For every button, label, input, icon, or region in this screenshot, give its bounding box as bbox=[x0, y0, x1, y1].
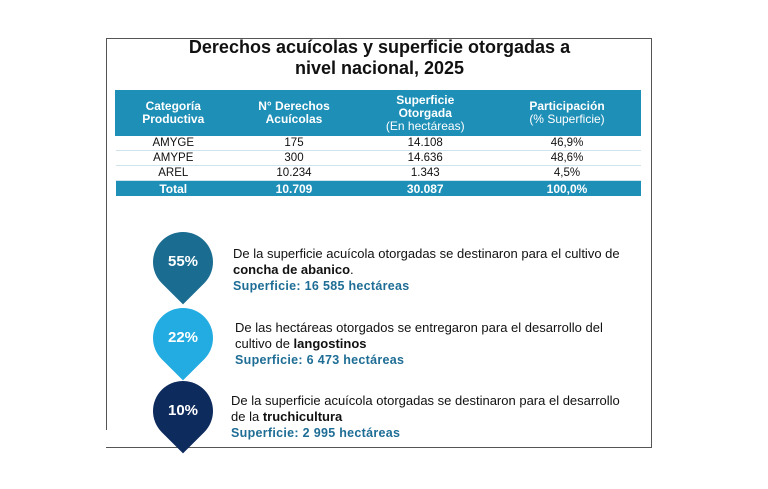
item-surface: Superficie: 16 585 hectáreas bbox=[233, 279, 410, 293]
header-surface: Superficie Otorgada (En hectáreas) bbox=[356, 90, 494, 136]
header-category-line1: Categoría bbox=[145, 99, 201, 113]
content-frame bbox=[106, 38, 652, 448]
cell-rights: 10.234 bbox=[231, 165, 357, 181]
cell-category: AREL bbox=[115, 165, 231, 181]
item-description: De las hectáreas otorgados se entregaron… bbox=[235, 320, 630, 368]
table-row: AREL 10.234 1.343 4,5% bbox=[115, 165, 641, 181]
header-share-line2: (% Superficie) bbox=[529, 112, 605, 126]
item-bold-text: truchicultura bbox=[262, 409, 343, 424]
cell-rights: 300 bbox=[231, 150, 357, 166]
title-line-2: nivel nacional, 2025 bbox=[294, 58, 465, 78]
header-category: Categoría Productiva bbox=[115, 90, 232, 136]
item-text: De las hectáreas otorgados se entregaron… bbox=[235, 320, 603, 351]
header-category-line2: Productiva bbox=[142, 112, 205, 126]
title-line-1: Derechos acuícolas y superficie otorgada… bbox=[188, 37, 571, 57]
cell-total-surface: 30.087 bbox=[357, 180, 494, 196]
table-row: AMYGE 175 14.108 46,9% bbox=[115, 135, 641, 151]
item-bold-text: concha de abanico bbox=[233, 262, 351, 277]
item-description: De la superficie acuícola otorgadas se d… bbox=[233, 246, 643, 294]
cell-total-share: 100,0% bbox=[493, 180, 641, 196]
page-title: Derechos acuícolas y superficie otorgada… bbox=[107, 37, 652, 79]
cell-share: 46,9% bbox=[493, 135, 641, 151]
header-share: Participación (% Superficie) bbox=[493, 90, 641, 136]
table-total-row: Total 10.709 30.087 100,0% bbox=[115, 180, 641, 196]
header-surface-line2: Otorgada bbox=[398, 105, 452, 120]
rights-table: Categoría Productiva N° Derechos Acuícol… bbox=[115, 90, 641, 196]
percent-label: 10% bbox=[167, 402, 199, 419]
table-row: AMYPE 300 14.636 48,6% bbox=[115, 150, 641, 166]
cell-total-label: Total bbox=[115, 180, 231, 196]
cell-rights: 175 bbox=[231, 135, 357, 151]
frame-left-border bbox=[106, 38, 107, 430]
header-rights-line1: N° Derechos bbox=[258, 99, 330, 113]
header-surface-line1: Superficie bbox=[396, 92, 455, 107]
header-share-line1: Participación bbox=[529, 99, 605, 113]
percent-label: 22% bbox=[167, 329, 199, 346]
cell-category: AMYGE bbox=[115, 135, 231, 151]
cell-share: 48,6% bbox=[493, 150, 641, 166]
cell-total-rights: 10.709 bbox=[231, 180, 357, 196]
cell-surface: 1.343 bbox=[357, 165, 494, 181]
item-surface: Superficie: 6 473 hectáreas bbox=[235, 353, 405, 367]
item-surface: Superficie: 2 995 hectáreas bbox=[231, 426, 401, 440]
header-rights: N° Derechos Acuícolas bbox=[230, 90, 358, 136]
item-text: De la superficie acuícola otorgadas se d… bbox=[233, 246, 620, 261]
cell-surface: 14.636 bbox=[357, 150, 494, 166]
cell-share: 4,5% bbox=[493, 165, 641, 181]
header-surface-line3: (En hectáreas) bbox=[385, 118, 465, 133]
item-text-after: . bbox=[350, 262, 354, 277]
cell-surface: 14.108 bbox=[357, 135, 494, 151]
item-text: De la superficie acuícola otorgadas se d… bbox=[231, 393, 620, 424]
table-header-row: Categoría Productiva N° Derechos Acuícol… bbox=[115, 90, 641, 136]
cell-category: AMYPE bbox=[115, 150, 231, 166]
percent-label: 55% bbox=[167, 253, 199, 270]
header-rights-line2: Acuícolas bbox=[265, 112, 323, 126]
item-description: De la superficie acuícola otorgadas se d… bbox=[231, 393, 631, 441]
item-bold-text: langostinos bbox=[293, 336, 367, 351]
